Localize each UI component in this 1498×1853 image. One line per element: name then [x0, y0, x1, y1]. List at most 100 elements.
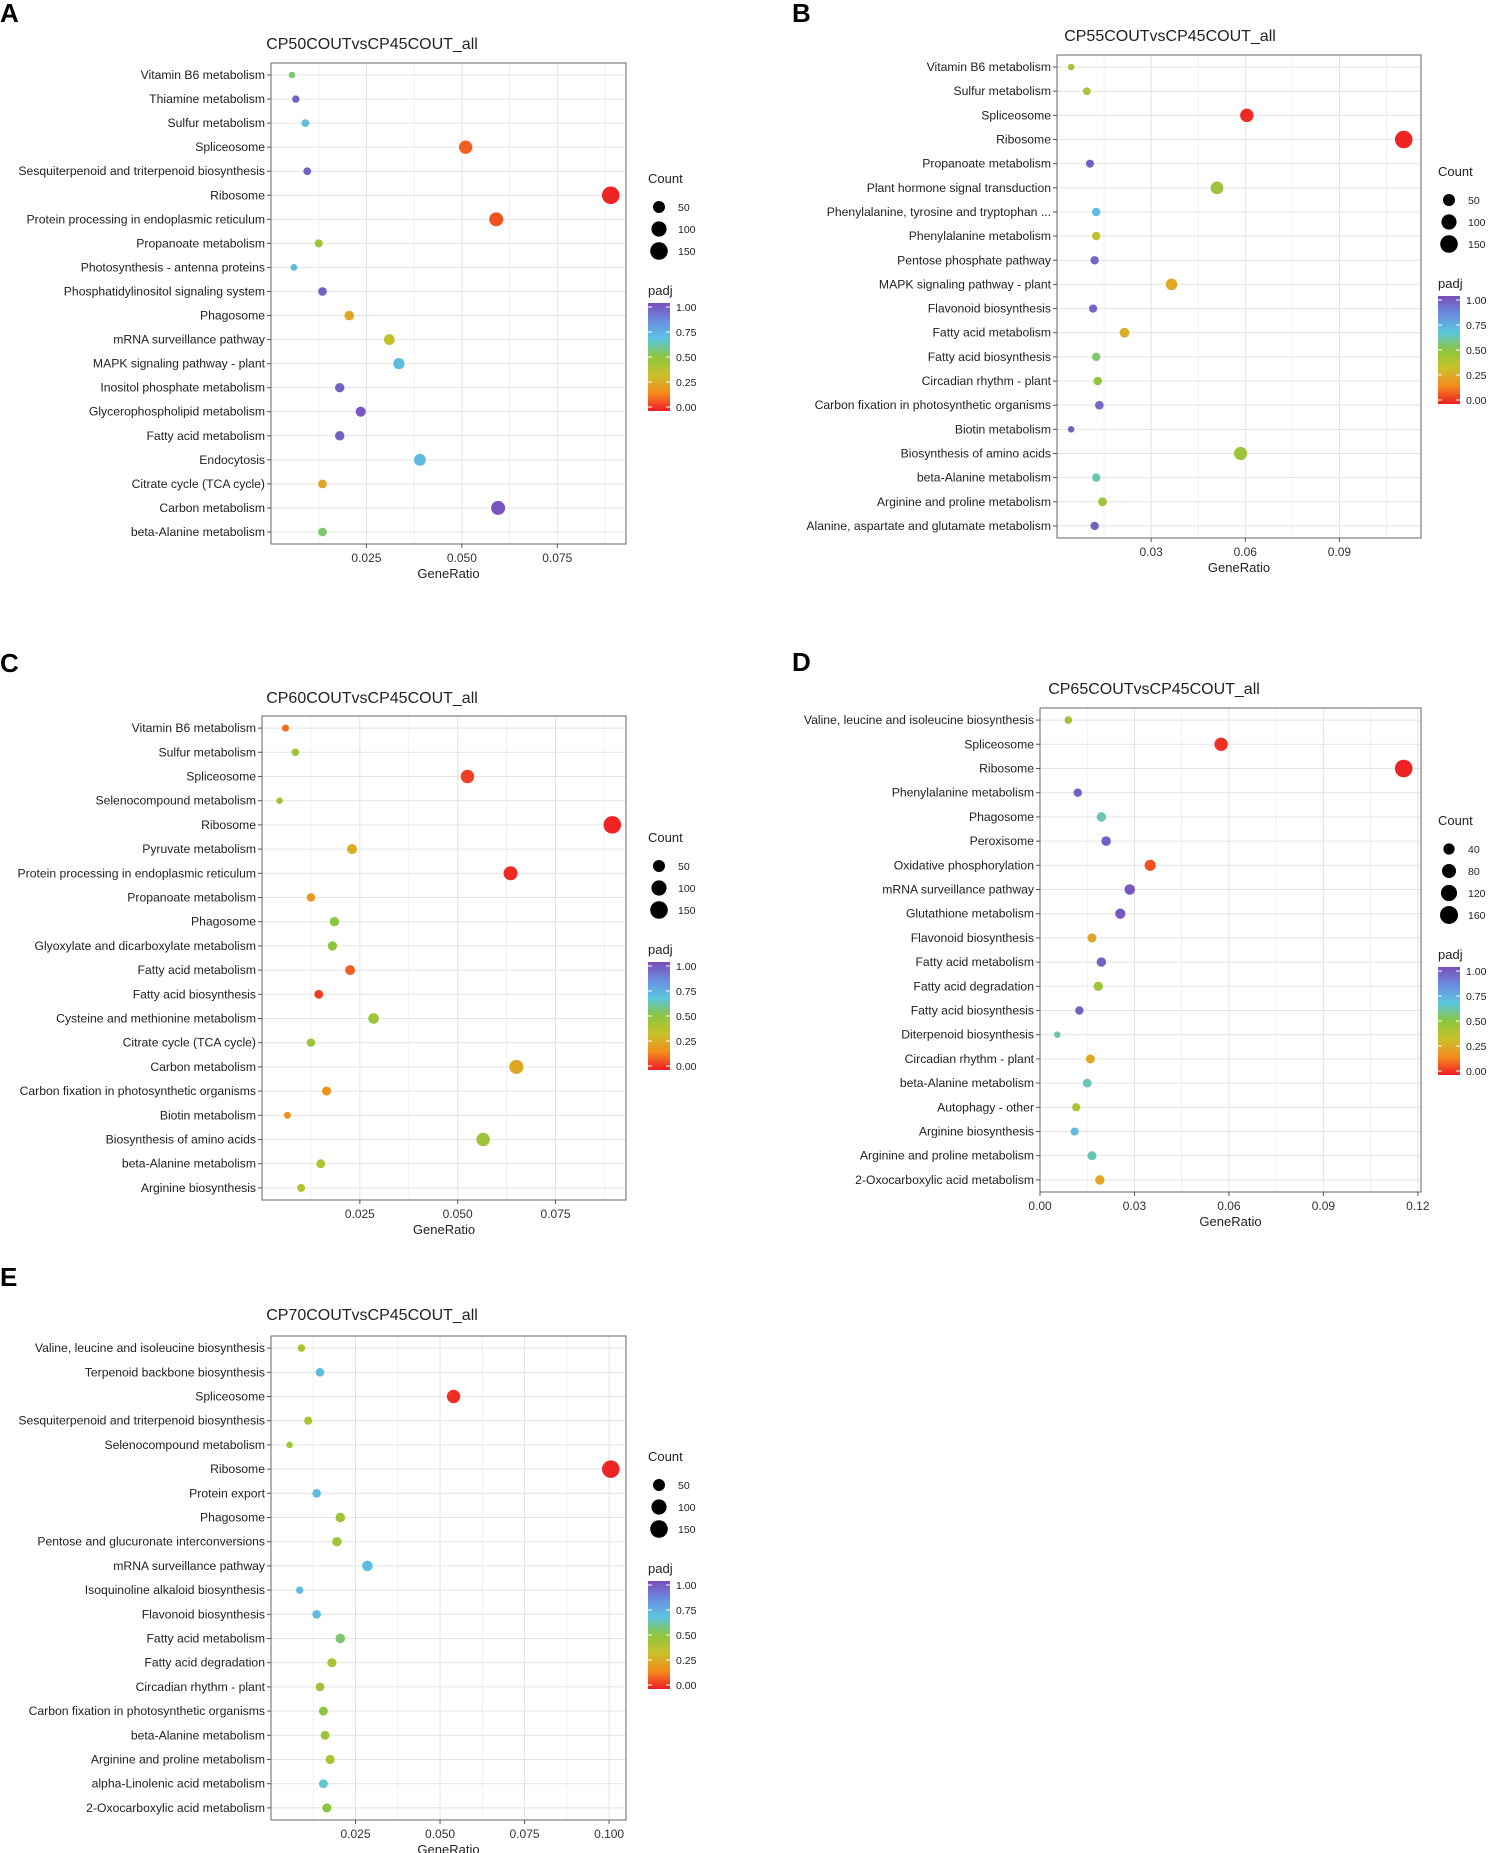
size-legend-swatch [1443, 194, 1455, 206]
data-point [345, 965, 356, 976]
data-point [344, 310, 355, 321]
data-point [368, 1013, 379, 1024]
category-label: Biotin metabolism [955, 422, 1051, 436]
data-point [301, 119, 310, 128]
category-label: Ribosome [201, 818, 256, 832]
color-legend-bar [1438, 296, 1460, 404]
color-legend-label: 0.25 [676, 1036, 697, 1048]
data-point [1095, 400, 1104, 410]
category-label: Arginine biosynthesis [141, 1181, 256, 1195]
category-label: Photosynthesis - antenna proteins [81, 260, 265, 274]
category-label: Plant hormone signal transduction [867, 181, 1051, 195]
size-legend-label: 150 [678, 246, 696, 258]
category-label: beta-Alanine metabolism [122, 1157, 256, 1171]
category-label: Spliceosome [981, 108, 1051, 122]
category-label: Phagosome [191, 915, 256, 929]
category-label: Autophagy - other [937, 1100, 1034, 1114]
data-point [281, 724, 289, 732]
data-point [393, 358, 405, 370]
data-point [290, 264, 298, 271]
category-label: Spliceosome [964, 737, 1034, 751]
color-legend-title: padj [648, 1561, 673, 1576]
size-legend-swatch [653, 201, 665, 213]
category-label: Fatty acid metabolism [146, 429, 265, 443]
panel-d: D CP65COUTvsCP45COUT_all Valine, leucine a… [792, 647, 1487, 1229]
data-point [320, 1730, 330, 1740]
color-legend-label: 0.00 [676, 402, 697, 414]
data-point [329, 916, 340, 927]
data-point [1067, 63, 1075, 71]
category-label: Oxidative phosphorylation [894, 858, 1034, 872]
category-label: Protein processing in endoplasmic reticu… [27, 212, 265, 226]
data-point [322, 1086, 332, 1096]
chart-title: CP70COUTvsCP45COUT_all [266, 1307, 478, 1324]
category-label: Biosynthesis of amino acids [901, 446, 1051, 460]
category-label: Phagosome [200, 309, 265, 323]
color-legend-label: 1.00 [676, 961, 697, 973]
data-point [1210, 181, 1224, 195]
size-legend-label: 40 [1468, 844, 1480, 856]
color-legend-label: 0.25 [676, 377, 697, 389]
data-point [503, 866, 518, 881]
category-label: Arginine biosynthesis [919, 1125, 1034, 1139]
size-legend-label: 100 [678, 224, 696, 236]
data-point [297, 1183, 306, 1192]
color-legend-label: 0.50 [676, 1011, 697, 1023]
category-label: Sulfur metabolism [953, 84, 1051, 98]
x-tick-label: 0.050 [443, 1207, 473, 1221]
data-point [603, 816, 622, 834]
data-point [314, 989, 324, 999]
color-legend-label: 0.00 [676, 1680, 697, 1692]
data-point [283, 1111, 291, 1119]
size-legend-title: Count [648, 171, 683, 186]
x-tick-label: 0.00 [1028, 1199, 1052, 1213]
data-point [291, 748, 300, 757]
color-legend-label: 0.50 [1466, 1016, 1487, 1028]
color-legend-label: 0.00 [1466, 1066, 1487, 1078]
data-point [1067, 426, 1075, 433]
data-point [1092, 352, 1101, 362]
data-point [334, 431, 345, 441]
size-legend-swatch [1440, 906, 1458, 924]
size-legend-swatch [1443, 843, 1455, 855]
category-label: beta-Alanine metabolism [131, 1728, 265, 1742]
category-label: Fatty acid metabolism [146, 1632, 265, 1646]
x-tick-label: 0.075 [542, 551, 572, 565]
category-label: Vitamin B6 metabolism [141, 68, 265, 82]
category-label: mRNA surveillance pathway [113, 1559, 266, 1573]
x-axis-title: GeneRatio [1199, 1214, 1261, 1229]
category-label: Phenylalanine, tyrosine and tryptophan .… [827, 205, 1051, 219]
size-legend-label: 50 [678, 861, 690, 873]
data-point [1144, 859, 1156, 871]
category-label: Ribosome [979, 762, 1034, 776]
category-label: Ribosome [210, 1462, 265, 1476]
data-point [460, 769, 475, 784]
x-tick-label: 0.025 [341, 1827, 371, 1841]
color-legend-label: 0.50 [1466, 345, 1487, 357]
category-label: Isoquinoline alkaloid biosynthesis [85, 1583, 265, 1597]
color-legend-label: 0.75 [676, 1605, 697, 1617]
size-legend-label: 150 [678, 905, 696, 917]
color-legend-label: 0.75 [1466, 320, 1487, 332]
data-point [296, 1586, 304, 1594]
data-point [1054, 1031, 1061, 1038]
data-point [1240, 108, 1254, 123]
category-label: Flavonoid biosynthesis [928, 302, 1051, 316]
category-label: Biosynthesis of amino acids [106, 1133, 256, 1147]
data-point [1233, 446, 1248, 461]
data-point [458, 140, 473, 154]
category-label: Alanine, aspartate and glutamate metabol… [806, 519, 1051, 533]
category-label: Phenylalanine metabolism [892, 786, 1034, 800]
size-legend-swatch [653, 860, 665, 872]
size-legend-swatch [1441, 863, 1457, 879]
panel-a: A CP50COUTvsCP45COUT_all Vitamin B6 metabo… [0, 0, 697, 581]
size-legend-swatch [650, 1520, 668, 1538]
plot-border [261, 715, 627, 1201]
category-label: Propanoate metabolism [136, 236, 265, 250]
data-point [362, 1560, 373, 1572]
x-tick-label: 0.03 [1123, 1199, 1147, 1213]
category-label: Ribosome [996, 133, 1051, 147]
size-legend-label: 150 [1468, 239, 1486, 251]
data-point [318, 287, 327, 296]
category-label: Pentose and glucuronate interconversions [37, 1535, 265, 1549]
